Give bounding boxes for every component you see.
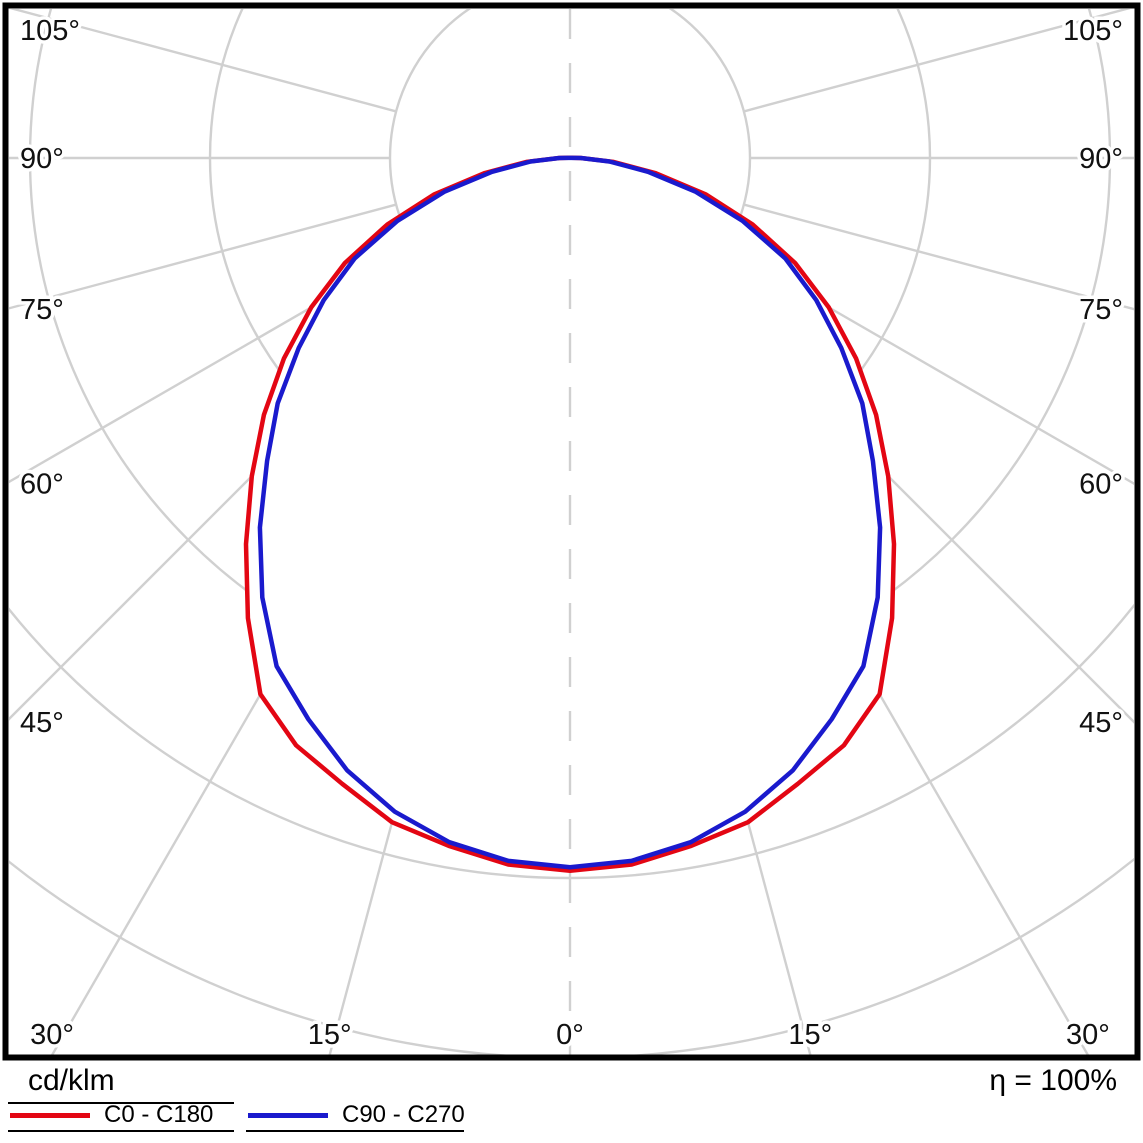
angle-tick-label: 15° — [308, 1019, 352, 1051]
grid-spoke — [725, 246, 1134, 486]
angle-tick-label: 60° — [20, 469, 64, 501]
grid-spoke — [9, 203, 397, 310]
angle-tick-label: 90° — [1079, 143, 1123, 175]
light-output-ratio-label: η = 100% — [989, 1064, 1117, 1097]
angle-tick-label: 60° — [1079, 469, 1123, 501]
legend-label-c0-c180: C0 - C180 — [104, 1101, 214, 1128]
legend-line-blue-icon — [248, 1112, 328, 1118]
angle-tick-label: 90° — [20, 143, 64, 175]
angle-tick-label: 30° — [1066, 1019, 1110, 1051]
grid-spoke — [9, 246, 415, 484]
plot-border — [2, 2, 1141, 1061]
angle-tick-label: 15° — [788, 1019, 832, 1051]
angle-tick-label: 45° — [1079, 707, 1123, 739]
angle-tick-label: 75° — [20, 294, 64, 326]
radial-unit-label: cd/klm — [8, 1062, 234, 1104]
curve-c0-c180 — [243, 155, 897, 874]
angle-tick-label: 105° — [1063, 15, 1123, 47]
angle-tick-labels: 0° 15° 15° 30° 30° 45° 45° 60° 60° 75° 75° 90° 90° 10… — [17, 12, 1127, 1055]
angle-tick-label: 45° — [20, 707, 64, 739]
legend-line-red-icon — [10, 1112, 90, 1118]
grid-spoke — [743, 203, 1134, 311]
legend-item-c0-c180: C0 - C180 — [8, 1100, 234, 1132]
grid-spoke — [9, 9, 397, 113]
angle-tick-label: 0° — [556, 1019, 584, 1051]
grid-spoke — [743, 9, 1131, 113]
legend-item-c90-c270: C90 - C270 — [246, 1100, 465, 1132]
angle-tick-label: 105° — [20, 15, 80, 47]
angle-tick-label: 30° — [30, 1019, 74, 1051]
curve-c90-c270 — [257, 155, 883, 870]
legend-label-c90-c270: C90 - C270 — [342, 1101, 465, 1128]
angle-tick-label: 75° — [1079, 294, 1123, 326]
